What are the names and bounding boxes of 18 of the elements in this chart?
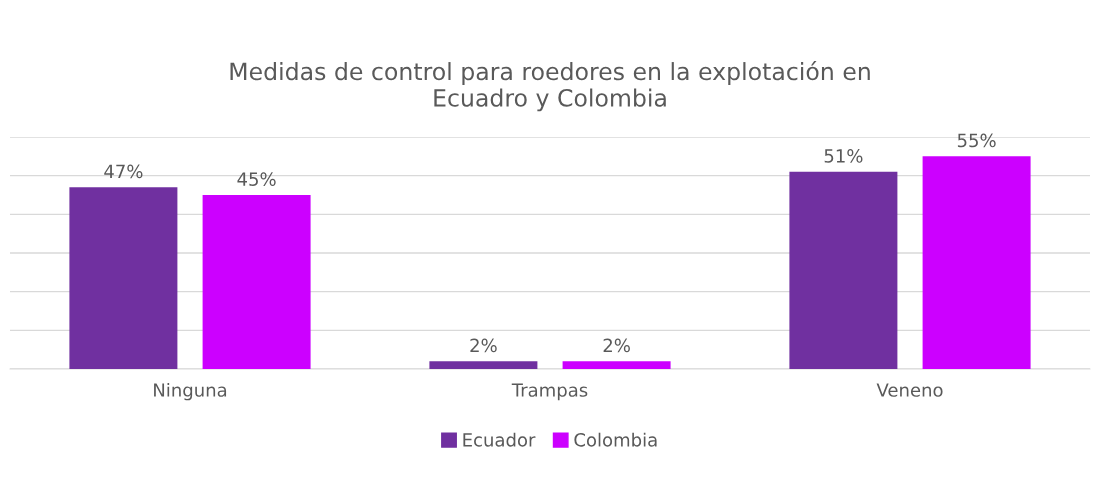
x-tick-label: Trampas: [511, 383, 588, 401]
x-tick-label: Veneno: [876, 383, 943, 397]
bar: [429, 361, 538, 369]
data-label: 55%: [957, 133, 996, 148]
bar: [562, 361, 671, 369]
data-label: 2%: [603, 338, 630, 353]
bar: [789, 171, 898, 369]
data-label: 47%: [104, 164, 143, 179]
legend-label: Colombia: [574, 432, 657, 447]
data-label: 51%: [824, 149, 863, 163]
legend-label: Ecuador: [463, 432, 536, 447]
chart-title: Medidas de control para roedores en la explotación en Ecuadro y Colombia: [230, 61, 870, 112]
data-label: 2%: [470, 338, 497, 353]
data-label: 45%: [237, 172, 276, 186]
bar: [922, 156, 1031, 369]
x-tick-label: Ninguna: [154, 382, 227, 401]
bar: [202, 195, 311, 369]
bar: [69, 187, 178, 369]
